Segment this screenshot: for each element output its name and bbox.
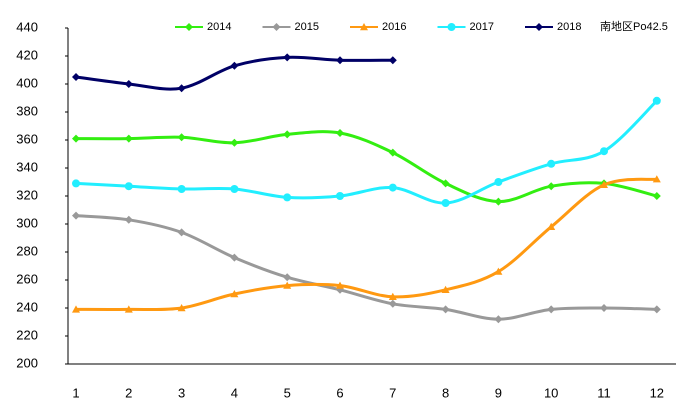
x-tick-label: 2: [125, 385, 132, 400]
y-tick-label: 280: [16, 243, 38, 258]
x-tick-label: 6: [336, 385, 343, 400]
marker: [230, 253, 239, 262]
marker: [547, 305, 556, 314]
marker: [360, 23, 368, 31]
x-tick-label: 12: [650, 385, 664, 400]
marker: [336, 56, 344, 65]
x-tick-label: 3: [178, 385, 185, 400]
marker: [177, 185, 186, 193]
marker: [177, 304, 186, 312]
y-tick-label: 200: [16, 355, 38, 370]
marker: [600, 304, 608, 312]
marker: [185, 23, 193, 31]
series-line: [75, 214, 657, 321]
marker: [494, 315, 503, 324]
series-line: [75, 99, 658, 205]
marker: [283, 281, 292, 289]
marker: [652, 175, 661, 183]
series-line: [75, 130, 658, 204]
marker: [177, 228, 186, 237]
marker: [494, 178, 503, 186]
marker: [283, 273, 292, 282]
x-tick-label: 10: [544, 385, 558, 400]
marker: [230, 185, 239, 193]
marker: [447, 23, 456, 31]
x-tick-label: 1: [72, 385, 79, 400]
marker: [336, 192, 344, 200]
marker: [283, 193, 292, 202]
marker: [72, 73, 80, 81]
marker: [230, 138, 239, 147]
marker: [283, 130, 292, 139]
marker: [388, 148, 397, 157]
marker: [124, 182, 133, 191]
marker: [230, 290, 239, 298]
series-line: [75, 177, 657, 312]
y-tick-label: 260: [16, 271, 38, 286]
marker: [652, 192, 661, 200]
marker: [336, 129, 344, 137]
marker: [72, 179, 80, 188]
marker: [441, 305, 450, 314]
marker: [230, 61, 239, 70]
y-tick-label: 240: [16, 299, 38, 314]
marker: [441, 285, 450, 293]
marker: [652, 305, 661, 314]
marker: [124, 215, 133, 224]
legend-label: 2016: [382, 21, 406, 33]
y-tick-label: 220: [16, 327, 38, 342]
x-tick-label: 5: [284, 385, 291, 400]
annotation: 南地区Po42.5: [600, 20, 668, 33]
marker: [547, 182, 556, 191]
marker: [441, 179, 450, 188]
marker: [388, 299, 397, 308]
marker: [336, 281, 344, 289]
legend-label: 2015: [295, 21, 319, 33]
marker: [72, 134, 80, 143]
marker: [652, 96, 661, 105]
marker: [72, 305, 80, 313]
marker: [494, 267, 503, 275]
x-tick-label: 9: [495, 385, 502, 400]
marker: [124, 80, 133, 88]
y-tick-label: 300: [16, 215, 38, 230]
y-tick-label: 320: [16, 187, 38, 202]
marker: [124, 134, 133, 143]
y-tick-label: 380: [16, 103, 38, 118]
marker: [177, 84, 186, 93]
y-tick-label: 360: [16, 131, 38, 146]
y-tick-label: 440: [16, 19, 38, 34]
legend-label: 2014: [207, 21, 231, 33]
marker: [283, 53, 292, 62]
marker: [494, 197, 503, 206]
legend-label: 2017: [470, 21, 494, 33]
y-tick-label: 340: [16, 159, 38, 174]
marker: [388, 56, 397, 65]
marker: [535, 23, 543, 31]
x-tick-label: 8: [442, 385, 449, 400]
marker: [600, 180, 608, 188]
marker: [441, 199, 450, 207]
y-tick-label: 400: [16, 75, 38, 90]
marker: [72, 211, 80, 220]
legend-label: 2018: [557, 21, 581, 33]
marker: [177, 133, 186, 142]
x-tick-label: 7: [389, 385, 396, 400]
marker: [388, 183, 397, 192]
x-tick-label: 4: [231, 385, 238, 400]
x-tick-label: 11: [597, 385, 611, 400]
marker: [547, 222, 556, 230]
marker: [600, 147, 608, 156]
y-tick-label: 420: [16, 47, 38, 62]
marker: [124, 305, 133, 313]
marker: [547, 159, 556, 168]
marker: [272, 23, 281, 31]
marker: [388, 292, 397, 300]
